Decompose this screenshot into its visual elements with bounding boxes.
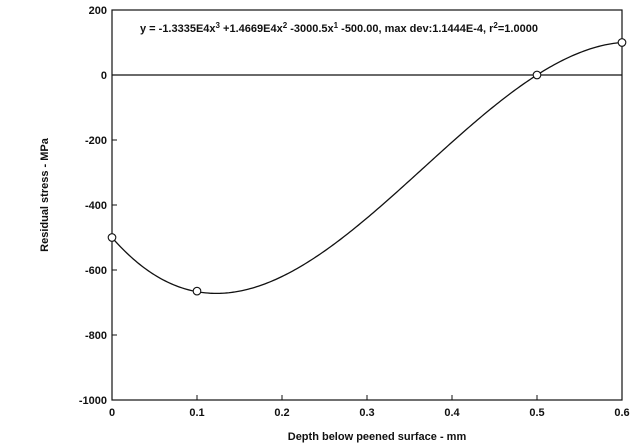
data-point [192, 286, 202, 296]
x-tick-label: 0 [109, 407, 115, 419]
y-tick-label: -200 [85, 135, 107, 147]
equation-text: -3000.5x [287, 23, 334, 35]
plot-frame [111, 9, 623, 401]
y-tick-label: 0 [101, 70, 107, 82]
plot-frame-group [111, 9, 623, 401]
data-point [532, 70, 542, 80]
equation-text: =1.0000 [498, 23, 538, 35]
y-tick-label: -600 [85, 265, 107, 277]
x-tick-label: 0.3 [359, 407, 374, 419]
equation-superscript: 2 [283, 21, 288, 30]
fit-curve [111, 41, 623, 295]
y-tick-label: -400 [85, 200, 107, 212]
x-tick-label: 0.4 [444, 407, 460, 419]
data-points-group [107, 38, 627, 296]
x-axis-ticks: 0 0.1 0.2 0.3 0.4 0.5 0.6 [109, 395, 630, 419]
x-tick-label: 0.2 [274, 407, 289, 419]
x-tick-label: 0.1 [189, 407, 204, 419]
data-point [617, 38, 627, 47]
equation-text: +1.4669E4x [220, 23, 284, 35]
x-axis-title: Depth below peened surface - mm [288, 431, 467, 443]
x-tick-label: 0.5 [529, 407, 544, 419]
fit-curve-group [111, 41, 623, 295]
y-axis-ticks: 200 0 -200 -400 -600 -800 -1000 [79, 5, 117, 407]
equation-text: -500.00, max dev:1.1444E-4, r [338, 23, 494, 35]
y-tick-label: -800 [85, 330, 107, 342]
fit-equation-annotation: y = -1.3335E4x3 +1.4669E4x2 -3000.5x1 -5… [140, 21, 538, 36]
equation-superscript: 1 [334, 21, 339, 30]
y-tick-label: 200 [89, 5, 107, 17]
equation-superscript: 3 [216, 21, 221, 30]
x-tick-label: 0.6 [614, 407, 629, 419]
y-tick-label: -1000 [79, 395, 107, 407]
y-axis-title: Residual stress - MPa [39, 137, 51, 252]
equation-superscript: 2 [493, 21, 498, 30]
data-point [107, 233, 117, 242]
equation-text: y = -1.3335E4x [140, 23, 216, 35]
